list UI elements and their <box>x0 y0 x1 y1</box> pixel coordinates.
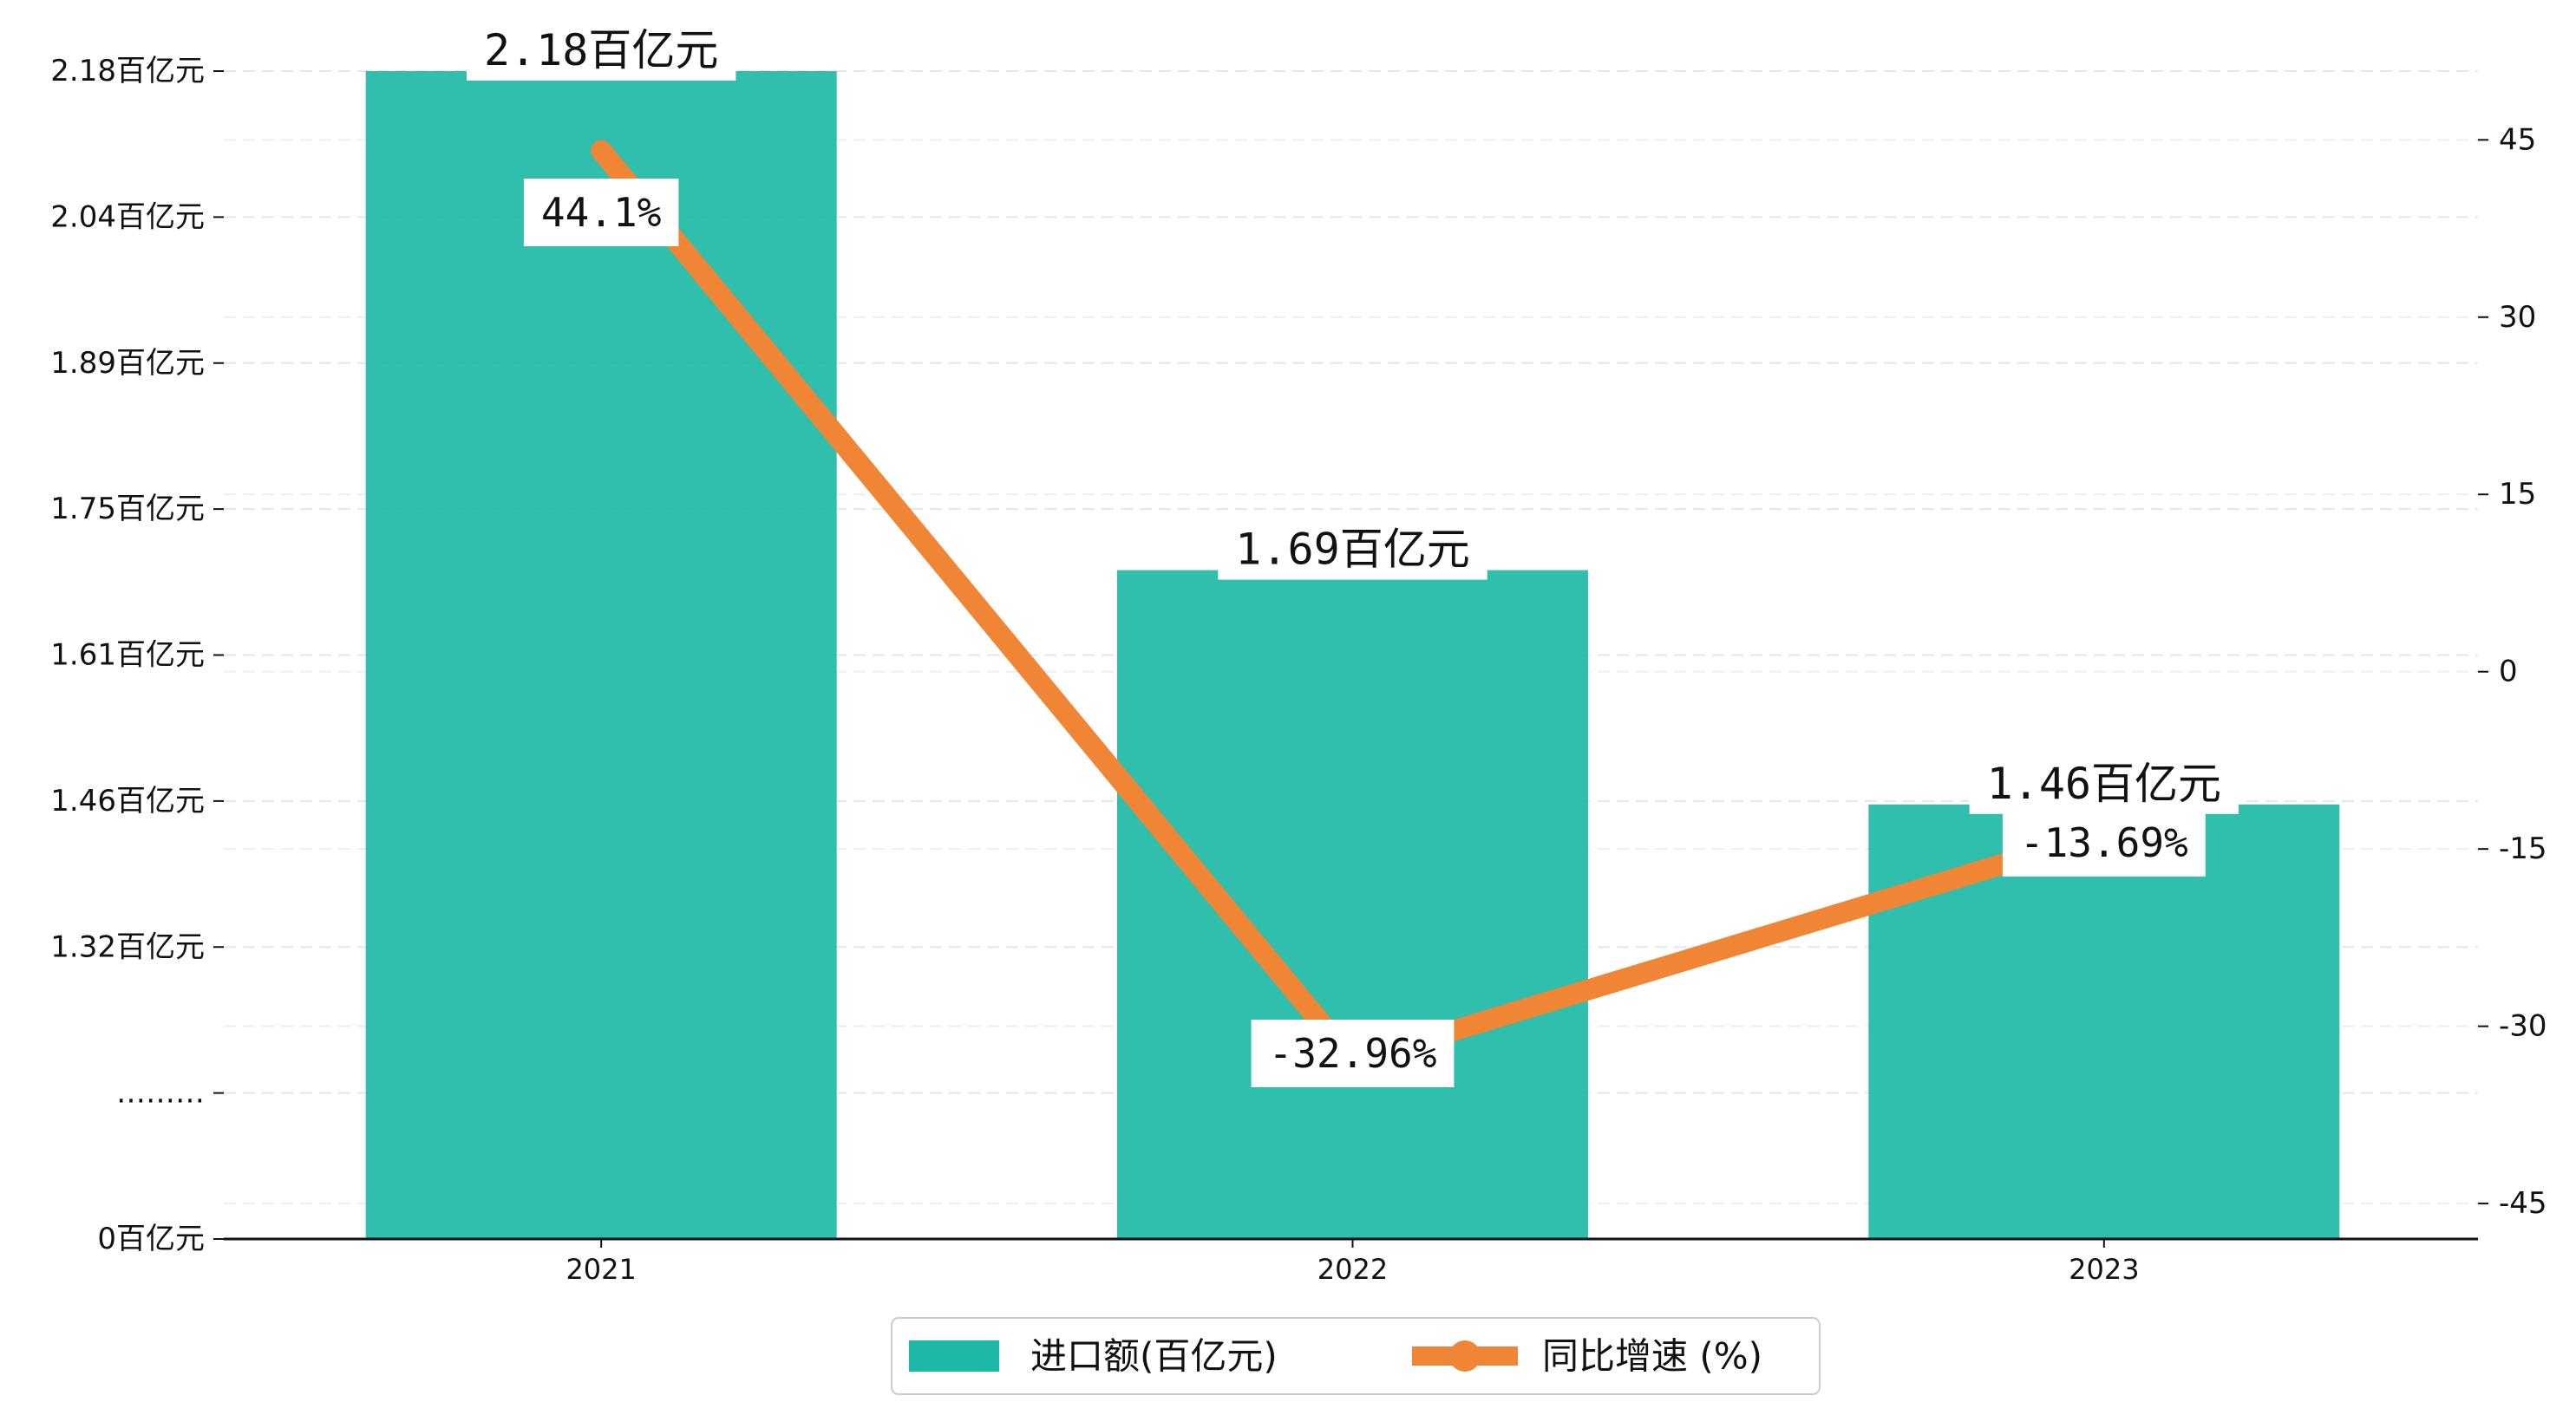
legend-label-line: 同比增速 (%) <box>1542 1335 1762 1378</box>
x-tick-label: 2023 <box>2069 1253 2139 1286</box>
left-tick-label: 0百亿元 <box>97 1222 205 1256</box>
growth-label-2022-text: -32.96% <box>1269 1030 1437 1077</box>
growth-point-2021 <box>596 145 607 156</box>
legend-swatch-bar <box>909 1340 999 1372</box>
x-tick-label: 2022 <box>1317 1253 1388 1286</box>
right-tick-label: -30 <box>2499 1009 2547 1044</box>
bar-label-2021: 2.18百亿元 <box>466 20 736 81</box>
right-tick-label: 45 <box>2499 122 2536 157</box>
growth-label-2023-box <box>2002 809 2206 877</box>
left-tick-label: 1.75百亿元 <box>50 492 205 526</box>
bar-label-2023: 1.46百亿元 <box>1969 753 2239 814</box>
growth-label-2021: 44.1% <box>523 179 679 246</box>
data-labels: 2.18百亿元 1.69百亿元 1.46百亿元 44.1% -32.96% -13.69% <box>466 20 2239 1087</box>
left-tick-label: 1.61百亿元 <box>50 638 205 673</box>
bar-2022 <box>1117 570 1588 1239</box>
bar-series <box>365 71 2340 1239</box>
growth-label-2023: -13.69% <box>2002 809 2206 877</box>
left-tick-label: 2.18百亿元 <box>50 54 205 88</box>
growth-label-2023-text: -13.69% <box>2020 819 2188 866</box>
bar-label-2022-box <box>1218 518 1487 580</box>
left-tick-label: 1.46百亿元 <box>50 784 205 818</box>
growth-label-2022: -32.96% <box>1251 1020 1455 1087</box>
bar-label-2021-text: 2.18百亿元 <box>484 25 718 75</box>
growth-label-2021-box <box>523 179 679 246</box>
x-tick-label: 2021 <box>566 1253 636 1286</box>
right-tick-label: 30 <box>2499 300 2536 335</box>
axes: 2021 2022 2023 0百亿元 ……… 1.32百亿元 1.46百亿元 1.61百亿元… <box>50 54 2547 1286</box>
bar-label-2022: 1.69百亿元 <box>1218 518 1487 580</box>
legend-frame <box>891 1317 1821 1395</box>
left-tick-label: 1.32百亿元 <box>50 929 205 964</box>
growth-label-2021-text: 44.1% <box>541 189 661 236</box>
left-tick-label: 1.89百亿元 <box>50 346 205 381</box>
bar-label-2021-box <box>466 20 736 81</box>
right-tick-label: -15 <box>2499 831 2547 866</box>
bar-label-2023-text: 1.46百亿元 <box>1987 759 2221 809</box>
left-tick-label: ……… <box>116 1076 205 1111</box>
legend-swatch-marker <box>1449 1340 1481 1372</box>
legend-label-bar: 进口额(百亿元) <box>1030 1335 1278 1378</box>
growth-label-2022-box <box>1251 1020 1455 1087</box>
right-tick-label: 0 <box>2499 655 2518 689</box>
bar-label-2023-box <box>1969 753 2239 814</box>
bar-label-2022-text: 1.69百亿元 <box>1235 525 1469 575</box>
right-tick-label: -45 <box>2499 1186 2547 1221</box>
bar-2021 <box>365 71 837 1239</box>
legend: 进口额(百亿元) 同比增速 (%) <box>891 1317 1821 1395</box>
right-tick-label: 15 <box>2499 477 2536 512</box>
left-tick-label: 2.04百亿元 <box>50 199 205 234</box>
